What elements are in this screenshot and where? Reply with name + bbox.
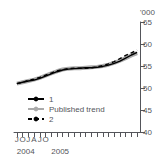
svg-text:2004: 2004 <box>17 147 35 156</box>
svg-text:65: 65 <box>143 18 152 27</box>
svg-text:2005: 2005 <box>51 147 69 156</box>
svg-text:Published trend: Published trend <box>49 105 105 114</box>
svg-text:J: J <box>38 135 42 144</box>
svg-text:J: J <box>15 135 19 144</box>
svg-text:O: O <box>19 135 25 144</box>
svg-text:40: 40 <box>143 128 152 137</box>
svg-text:50: 50 <box>143 84 152 93</box>
svg-text:1: 1 <box>49 95 54 104</box>
svg-text:O: O <box>42 135 48 144</box>
svg-text:45: 45 <box>143 106 152 115</box>
svg-text:'000: '000 <box>140 8 155 17</box>
svg-text:A: A <box>31 135 37 144</box>
svg-text:J: J <box>26 135 30 144</box>
svg-text:2: 2 <box>49 115 54 124</box>
svg-text:55: 55 <box>143 62 152 71</box>
svg-text:60: 60 <box>143 40 152 49</box>
